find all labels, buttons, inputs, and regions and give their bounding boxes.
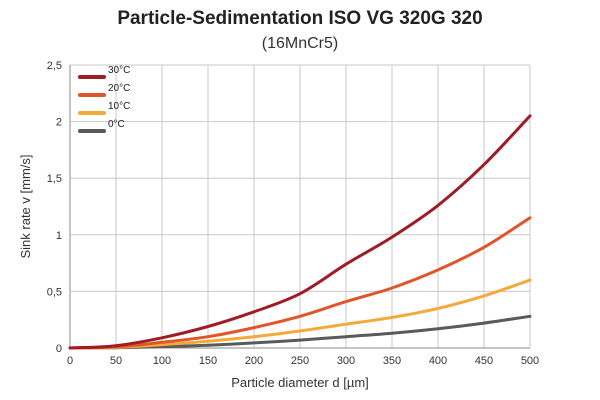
series-line-10C [68,278,532,350]
x-tick-label: 0 [67,355,73,367]
tick-layer: 0 50 100 150 200 250 300 350 400 450 500 0 0,5 1 1,5 2 2… [47,60,539,367]
x-tick-label: 50 [110,355,122,367]
x-tick-label: 400 [429,355,447,367]
x-tick-label: 450 [475,355,493,367]
x-tick-label: 300 [337,355,355,367]
y-tick-label: 1,5 [47,173,62,185]
y-tick-label: 1 [56,230,62,242]
series-layer [68,114,532,350]
legend-label: 0°C [108,119,125,130]
series-line-20C [68,216,532,350]
x-tick-label: 100 [153,355,171,367]
chart-subtitle: (16MnCr5) [261,35,339,52]
grid-layer [69,64,531,349]
x-tick-label: 350 [383,355,401,367]
chart-title: Particle-Sedimentation ISO VG 320G 320 [117,8,483,29]
x-tick-label: 150 [199,355,217,367]
x-tick-label: 500 [521,355,539,367]
y-tick-label: 0 [56,343,62,355]
x-axis-title: Particle diameter d [µm] [231,375,369,390]
x-tick-label: 250 [291,355,309,367]
legend-label: 30°C [108,65,130,76]
legend-label: 10°C [108,101,130,112]
y-tick-label: 2 [56,117,62,129]
legend-label: 20°C [108,83,130,94]
legend: 30°C 20°C 10°C 0°C [78,65,130,133]
y-tick-label: 2,5 [47,60,62,72]
y-tick-label: 0,5 [47,286,62,298]
series-line-30C [68,114,532,350]
x-tick-label: 200 [245,355,263,367]
y-axis-title: Sink rate v [mm/s] [18,154,33,258]
